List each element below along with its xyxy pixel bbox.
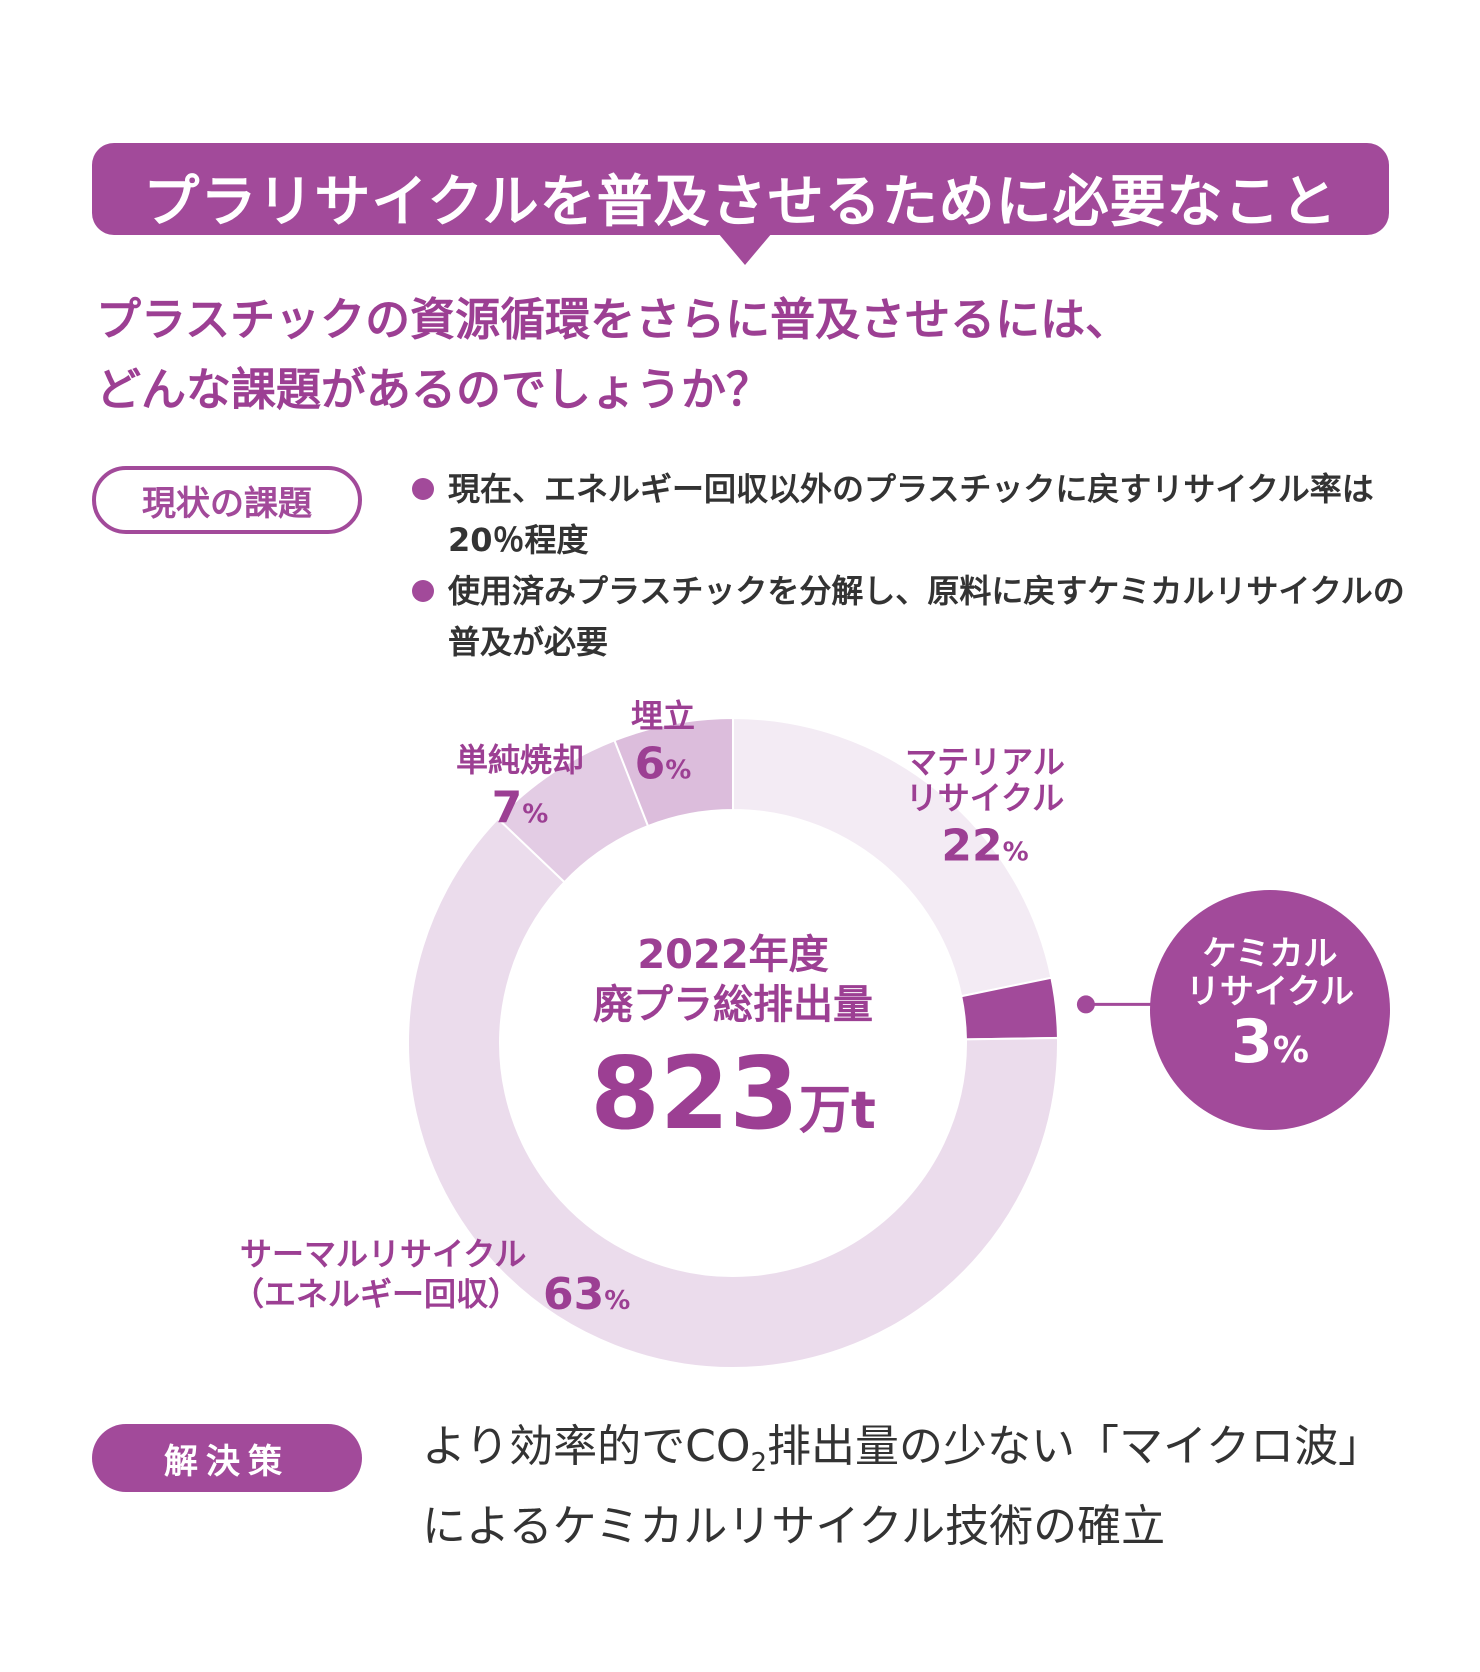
center-caption: 廃プラ総排出量	[593, 982, 873, 1028]
center-year: 2022年度	[637, 932, 828, 978]
question-text: プラスチックの資源循環をさらに普及させるには、 どんな課題があるのでしょうか？	[96, 285, 1396, 425]
issue-text: 使用済みプラスチックを分解し、原料に戻すケミカルリサイクルの普及が必要	[448, 572, 1405, 661]
donut-slice	[613, 716, 734, 828]
issue-item: 使用済みプラスチックを分解し、原料に戻すケミカルリサイクルの普及が必要	[410, 566, 1410, 668]
slice-value: 7%	[492, 782, 549, 833]
slice-value: 63%	[543, 1269, 630, 1320]
slice-label: 単純焼却	[456, 741, 584, 779]
solution-subscript: 2	[750, 1447, 768, 1478]
donut-slice	[407, 817, 1059, 1369]
question-line-1: プラスチックの資源循環をさらに普及させるには、	[96, 293, 1131, 346]
label-thermal: サーマルリサイクル（エネルギー回収） 63%	[232, 1235, 630, 1320]
solution-text-b: 排出量の少ない「マイクロ波」	[767, 1421, 1383, 1472]
issue-text: 現在、エネルギー回収以外のプラスチックに戻すリサイクル率は20％程度	[448, 470, 1374, 559]
slice-label: ケミカル	[1203, 934, 1338, 974]
slice-label: サーマルリサイクル	[240, 1235, 526, 1273]
issues-label: 現状の課題	[92, 466, 362, 534]
callout-circle	[1150, 890, 1390, 1130]
solution-line-2: によるケミカルリサイクル技術の確立	[422, 1500, 1166, 1552]
issues-list: 現在、エネルギー回収以外のプラスチックに戻すリサイクル率は20％程度 使用済みプ…	[410, 464, 1410, 668]
label-landfill: 埋立6%	[631, 697, 695, 789]
center-total: 823万t	[590, 1035, 876, 1152]
solution-text: より効率的でCO2排出量の少ない「マイクロ波」 によるケミカルリサイクル技術の確…	[422, 1415, 1422, 1558]
solution-label: 解決策	[92, 1424, 362, 1492]
question-line-2: どんな課題があるのでしょうか？	[96, 363, 772, 416]
solution-text-a: より効率的でCO	[422, 1421, 751, 1472]
slice-value: 22%	[941, 820, 1028, 871]
issue-item: 現在、エネルギー回収以外のプラスチックに戻すリサイクル率は20％程度	[410, 464, 1410, 566]
slice-label: マテリアル	[905, 743, 1065, 781]
callout-dot	[1076, 995, 1095, 1014]
bullet-icon	[412, 580, 434, 602]
solution-line-1: より効率的でCO2排出量の少ない「マイクロ波」	[422, 1415, 1422, 1495]
page-title: プラリサイクルを普及させるために必要なこと	[143, 170, 1338, 235]
slice-label: 埋立	[631, 697, 695, 735]
slice-label: リサイクル	[906, 779, 1064, 817]
slice-label: （エネルギー回収）	[232, 1275, 520, 1313]
banner-pointer	[718, 233, 772, 265]
title-banner: プラリサイクルを普及させるために必要なこと	[92, 143, 1389, 235]
bullet-icon	[412, 478, 434, 500]
slice-value: 3%	[1231, 1007, 1309, 1077]
slice-value: 6%	[635, 738, 692, 789]
slice-label: リサイクル	[1186, 972, 1354, 1012]
